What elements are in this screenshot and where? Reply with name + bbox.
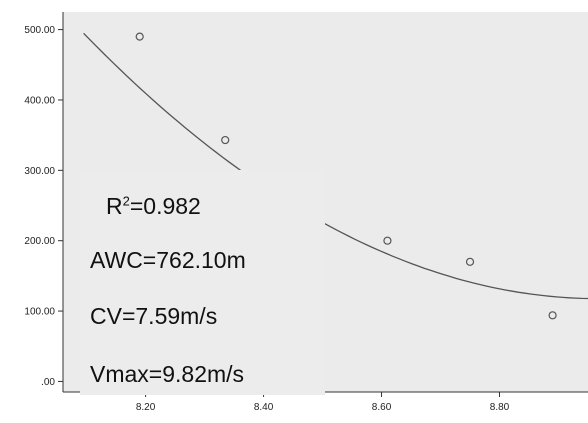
y-tick-label: .00 — [41, 377, 55, 388]
y-tick-label: 500.00 — [24, 25, 55, 36]
data-point — [383, 236, 392, 245]
x-tick-label: 8.60 — [372, 402, 392, 413]
awc-annotation: AWC=762.10m — [90, 247, 246, 273]
x-tick-label: 8.80 — [490, 402, 510, 413]
cv-annotation: CV=7.59m/s — [90, 303, 218, 329]
vmax-annotation: Vmax=9.82m/s — [90, 361, 245, 387]
y-tick-label: 200.00 — [24, 236, 55, 247]
y-tick-label: 100.00 — [24, 307, 55, 318]
x-tick-label: 8.20 — [136, 402, 156, 413]
y-tick-label: 300.00 — [24, 166, 55, 177]
fit-curve — [83, 32, 588, 300]
r2-value: =0.982 — [129, 193, 201, 219]
r2-label: R — [106, 193, 123, 219]
r2-superscript: 2 — [122, 193, 130, 209]
data-point — [221, 135, 230, 145]
y-tick-label: 400.00 — [24, 95, 55, 106]
data-point — [135, 32, 144, 41]
data-point — [465, 257, 475, 266]
annotation-panel — [80, 170, 325, 395]
data-point — [548, 311, 557, 320]
x-tick-label: 8.40 — [254, 402, 274, 413]
r-squared-annotation: R2=0.982 — [106, 193, 201, 220]
fit-curve-layer — [83, 32, 588, 300]
